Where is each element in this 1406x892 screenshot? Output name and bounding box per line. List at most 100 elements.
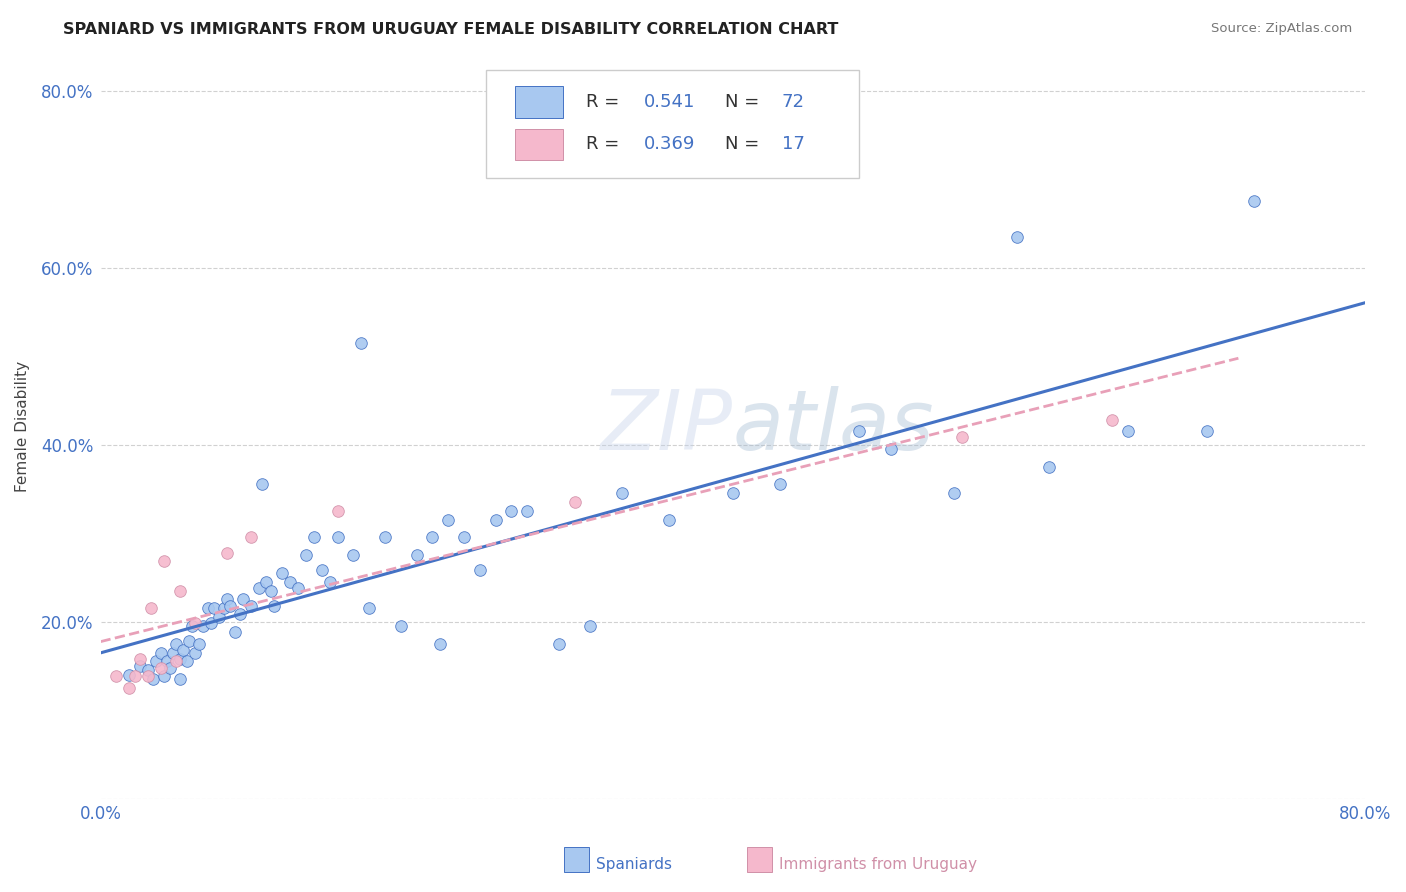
Point — [156, 654, 179, 668]
Point — [124, 669, 146, 683]
Point — [200, 616, 222, 631]
Point — [769, 477, 792, 491]
Point — [950, 430, 973, 444]
Point — [169, 672, 191, 686]
Point — [342, 548, 364, 562]
Point — [721, 486, 744, 500]
Y-axis label: Female Disability: Female Disability — [15, 361, 30, 492]
Point — [129, 651, 152, 665]
Point — [1038, 459, 1060, 474]
Point — [848, 424, 870, 438]
Point — [118, 667, 141, 681]
Point — [1116, 424, 1139, 438]
Text: 17: 17 — [782, 136, 804, 153]
Point — [247, 581, 270, 595]
Text: R =: R = — [586, 93, 626, 111]
Point — [256, 574, 278, 589]
Point — [212, 601, 235, 615]
Point — [260, 583, 283, 598]
Point — [1005, 229, 1028, 244]
Point — [271, 566, 294, 580]
Point — [215, 592, 238, 607]
Point — [880, 442, 903, 456]
Point — [405, 548, 427, 562]
Point — [295, 548, 318, 562]
FancyBboxPatch shape — [515, 128, 564, 160]
Point — [142, 672, 165, 686]
Point — [136, 663, 159, 677]
Point — [302, 531, 325, 545]
FancyBboxPatch shape — [515, 87, 564, 118]
Text: atlas: atlas — [733, 386, 935, 467]
Point — [942, 486, 965, 500]
Point — [658, 513, 681, 527]
Point — [152, 554, 174, 568]
Text: R =: R = — [586, 136, 626, 153]
Point — [215, 545, 238, 559]
Point — [184, 646, 207, 660]
Point — [118, 681, 141, 695]
Point — [202, 601, 225, 615]
Point — [278, 574, 301, 589]
Text: SPANIARD VS IMMIGRANTS FROM URUGUAY FEMALE DISABILITY CORRELATION CHART: SPANIARD VS IMMIGRANTS FROM URUGUAY FEMA… — [63, 22, 838, 37]
Point — [159, 660, 181, 674]
Text: 0.541: 0.541 — [644, 93, 696, 111]
Point — [263, 599, 285, 613]
Point — [564, 495, 586, 509]
Text: N =: N = — [725, 93, 765, 111]
Point — [187, 637, 209, 651]
Point — [165, 637, 187, 651]
Text: N =: N = — [725, 136, 765, 153]
Point — [547, 637, 569, 651]
Point — [1101, 413, 1123, 427]
Point — [149, 646, 172, 660]
Point — [152, 669, 174, 683]
Point — [239, 599, 262, 613]
Text: Immigrants from Uruguay: Immigrants from Uruguay — [779, 857, 977, 871]
Text: ZIP: ZIP — [600, 386, 733, 467]
Point — [501, 504, 523, 518]
Point — [326, 531, 349, 545]
Point — [429, 637, 451, 651]
Point — [139, 601, 162, 615]
Point — [169, 651, 191, 665]
Point — [311, 563, 333, 577]
Point — [374, 531, 396, 545]
Point — [145, 654, 167, 668]
Point — [169, 583, 191, 598]
FancyBboxPatch shape — [486, 70, 859, 178]
Point — [610, 486, 633, 500]
Text: Source: ZipAtlas.com: Source: ZipAtlas.com — [1212, 22, 1353, 36]
Point — [468, 563, 491, 577]
Point — [177, 634, 200, 648]
Point — [318, 574, 340, 589]
Point — [287, 581, 309, 595]
Point — [197, 601, 219, 615]
Text: 0.369: 0.369 — [644, 136, 696, 153]
Point — [162, 646, 184, 660]
Text: Spaniards: Spaniards — [596, 857, 672, 871]
Point — [208, 610, 231, 624]
Text: 72: 72 — [782, 93, 806, 111]
Point — [228, 607, 250, 622]
Point — [149, 660, 172, 674]
Point — [181, 619, 204, 633]
Point — [172, 643, 194, 657]
Point — [359, 601, 381, 615]
Point — [105, 669, 128, 683]
Point — [165, 654, 187, 668]
Point — [485, 513, 508, 527]
Point — [1243, 194, 1265, 209]
Point — [422, 531, 444, 545]
Point — [326, 504, 349, 518]
Point — [193, 619, 215, 633]
Point — [136, 669, 159, 683]
Point — [224, 625, 246, 640]
Point — [437, 513, 460, 527]
Point — [453, 531, 475, 545]
Point — [579, 619, 602, 633]
Point — [516, 504, 538, 518]
Point — [389, 619, 412, 633]
Point — [239, 531, 262, 545]
Point — [232, 592, 254, 607]
